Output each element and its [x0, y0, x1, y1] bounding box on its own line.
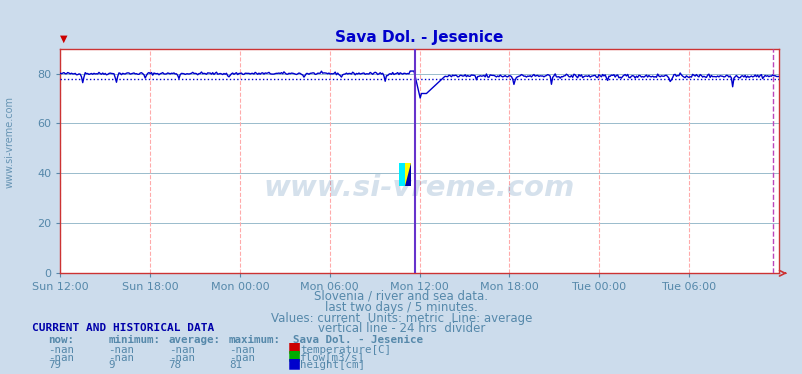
Text: www.si-vreme.com: www.si-vreme.com — [5, 96, 14, 188]
Title: Sava Dol. - Jesenice: Sava Dol. - Jesenice — [335, 30, 503, 45]
Text: temperature[C]: temperature[C] — [300, 345, 391, 355]
Text: Slovenia / river and sea data.: Slovenia / river and sea data. — [314, 290, 488, 303]
Text: average:: average: — [168, 335, 221, 345]
Text: ■: ■ — [287, 349, 300, 362]
Text: maximum:: maximum: — [229, 335, 281, 345]
Text: 78: 78 — [168, 361, 181, 370]
Text: -nan: -nan — [48, 353, 74, 362]
Text: Sava Dol. - Jesenice: Sava Dol. - Jesenice — [293, 335, 423, 345]
Text: -nan: -nan — [229, 345, 254, 355]
Text: CURRENT AND HISTORICAL DATA: CURRENT AND HISTORICAL DATA — [32, 323, 214, 333]
Polygon shape — [405, 163, 411, 186]
Bar — [399, 163, 405, 186]
Text: height[cm]: height[cm] — [300, 361, 365, 370]
Text: -nan: -nan — [229, 353, 254, 362]
Text: last two days / 5 minutes.: last two days / 5 minutes. — [325, 301, 477, 314]
Text: vertical line - 24 hrs  divider: vertical line - 24 hrs divider — [318, 322, 484, 335]
Text: 81: 81 — [229, 361, 241, 370]
Text: minimum:: minimum: — [108, 335, 160, 345]
Text: Values: current  Units: metric  Line: average: Values: current Units: metric Line: aver… — [270, 312, 532, 325]
Text: ■: ■ — [287, 341, 300, 355]
Text: flow[m3/s]: flow[m3/s] — [300, 353, 365, 362]
Text: 79: 79 — [48, 361, 61, 370]
Text: -nan: -nan — [48, 345, 74, 355]
Text: -nan: -nan — [108, 345, 134, 355]
Text: -nan: -nan — [168, 345, 194, 355]
Text: now:: now: — [48, 335, 74, 345]
Text: www.si-vreme.com: www.si-vreme.com — [264, 174, 574, 202]
Text: -nan: -nan — [168, 353, 194, 362]
Text: ▼: ▼ — [60, 34, 67, 44]
Text: -nan: -nan — [108, 353, 134, 362]
Text: ■: ■ — [287, 356, 300, 370]
Text: 9: 9 — [108, 361, 115, 370]
Bar — [399, 163, 411, 186]
